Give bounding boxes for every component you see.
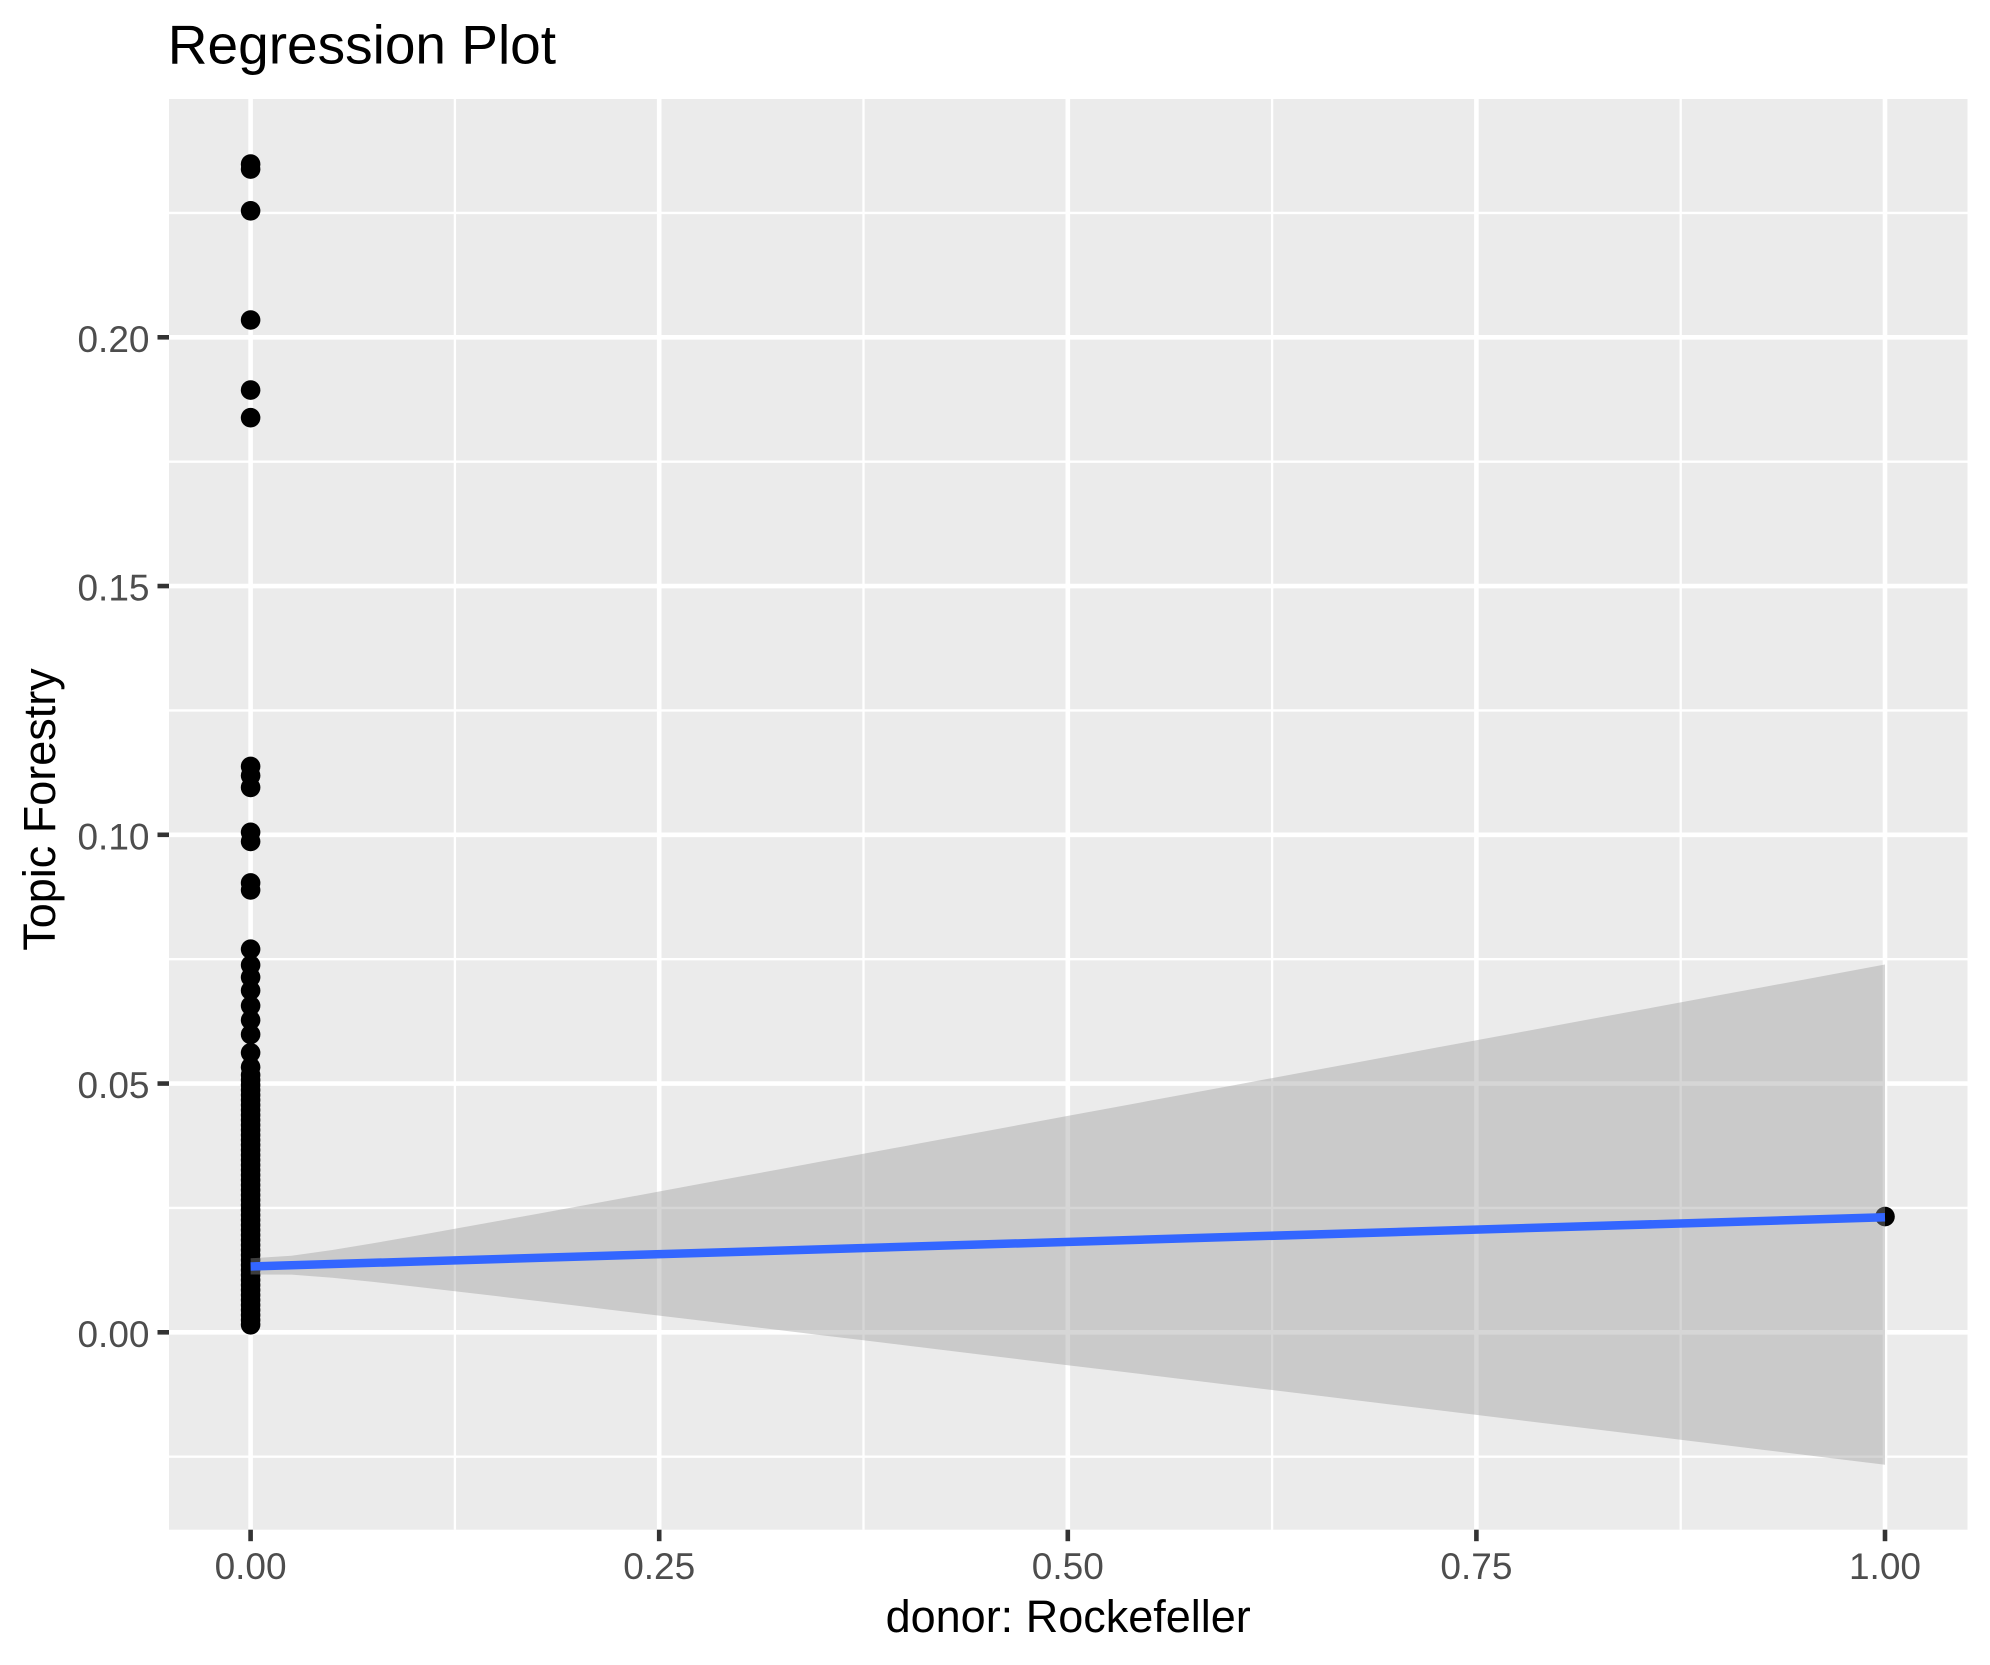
svg-text:0.15: 0.15	[77, 568, 149, 609]
svg-text:0.10: 0.10	[77, 816, 149, 857]
svg-text:0.50: 0.50	[1032, 1546, 1104, 1587]
svg-text:1.00: 1.00	[1849, 1546, 1921, 1587]
svg-text:donor: Rockefeller: donor: Rockefeller	[886, 1591, 1251, 1642]
svg-text:0.05: 0.05	[77, 1065, 149, 1106]
svg-text:Regression Plot: Regression Plot	[168, 14, 556, 76]
svg-text:0.25: 0.25	[623, 1546, 695, 1587]
svg-text:0.20: 0.20	[77, 319, 149, 360]
svg-text:0.75: 0.75	[1440, 1546, 1512, 1587]
svg-text:0.00: 0.00	[215, 1546, 287, 1587]
svg-text:Topic Forestry: Topic Forestry	[14, 668, 65, 951]
svg-text:0.00: 0.00	[77, 1314, 149, 1355]
